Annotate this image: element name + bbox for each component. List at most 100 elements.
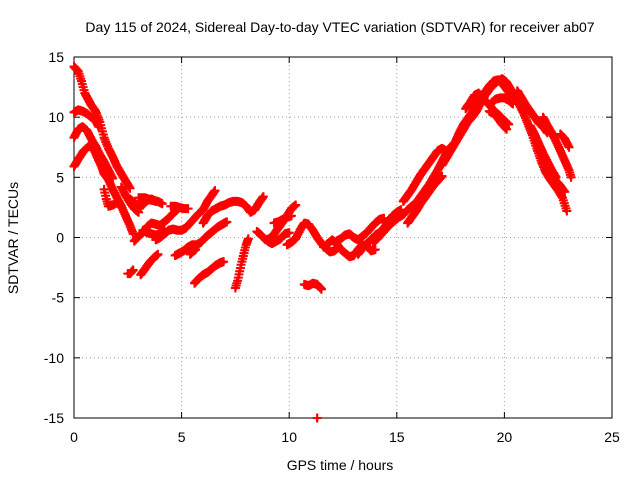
data-point [199, 219, 207, 227]
data-point [135, 194, 143, 202]
series-arc-14 [136, 249, 163, 280]
data-point [212, 261, 220, 269]
data-point [175, 249, 183, 257]
data-point [498, 120, 506, 128]
data-point [81, 89, 89, 97]
axis-ticks [73, 56, 613, 419]
data-point [147, 219, 155, 227]
data-point [367, 247, 375, 255]
data-point [117, 170, 125, 178]
data-point [100, 185, 108, 193]
data-point [526, 107, 534, 115]
data-point [203, 268, 211, 276]
data-point [317, 285, 325, 293]
data-point [150, 254, 158, 262]
data-point [231, 284, 239, 292]
data-point [281, 230, 289, 238]
data-point [100, 134, 108, 142]
data-point [238, 199, 246, 207]
data-point [141, 265, 149, 273]
data-point [203, 212, 211, 220]
series-arc-31 [398, 144, 451, 206]
data-point [126, 195, 134, 203]
data-point [257, 231, 265, 239]
data-point [234, 277, 242, 285]
data-point [451, 140, 459, 148]
y-tick-label: 5 [56, 169, 64, 185]
data-point [509, 100, 517, 108]
data-point [165, 214, 173, 222]
data-point [518, 94, 526, 102]
data-point [139, 226, 147, 234]
data-point [272, 237, 280, 245]
y-axis-label: SDTVAR / TECUs [5, 182, 21, 294]
data-point [74, 106, 82, 114]
data-point [425, 159, 433, 167]
data-point [94, 154, 102, 162]
data-point [531, 113, 539, 121]
data-point [543, 163, 551, 171]
data-point [264, 237, 272, 245]
data-point [399, 211, 407, 219]
data-point [287, 212, 295, 220]
data-point [193, 241, 201, 249]
series-arc-26 [312, 413, 322, 423]
data-point [129, 266, 137, 274]
data-point [429, 182, 437, 190]
data-point [391, 217, 399, 225]
data-point [498, 75, 506, 83]
data-point [208, 191, 216, 199]
data-point [358, 232, 366, 240]
data-point [429, 153, 437, 161]
data-point [223, 218, 231, 226]
y-tick-label: -10 [44, 350, 64, 366]
data-point [320, 243, 328, 251]
data-point [79, 107, 87, 115]
data-point [378, 230, 386, 238]
data-point [305, 220, 313, 228]
x-axis-label: GPS time / hours [287, 457, 394, 473]
data-point [251, 206, 259, 214]
data-point [485, 85, 493, 93]
series-arc-17 [185, 245, 201, 259]
data-point [513, 87, 521, 95]
data-point [74, 67, 82, 75]
data-point [287, 238, 295, 246]
data-point [234, 197, 242, 205]
data-point [380, 214, 388, 222]
data-point [296, 226, 304, 234]
data-point [83, 110, 91, 118]
data-point [195, 274, 203, 282]
data-point [503, 125, 511, 133]
data-point [283, 213, 291, 221]
y-tick-label: 0 [56, 230, 64, 246]
data-point [556, 182, 564, 190]
data-point [135, 202, 143, 210]
data-point [438, 172, 446, 180]
data-point [104, 202, 112, 210]
data-point [87, 135, 95, 143]
series-arc-19 [198, 192, 268, 228]
data-point [141, 194, 149, 202]
x-tick-label: 0 [70, 429, 78, 445]
data-point [487, 99, 495, 107]
data-point [184, 243, 192, 251]
data-point [305, 282, 313, 290]
data-point [371, 219, 379, 227]
data-point [92, 117, 100, 125]
data-point [182, 224, 190, 232]
data-point [135, 232, 143, 240]
data-point [324, 240, 332, 248]
data-point [259, 193, 267, 201]
series-arc-1 [69, 62, 135, 193]
data-point [145, 259, 153, 267]
data-point [80, 147, 88, 155]
data-point [425, 188, 433, 196]
data-point [462, 105, 470, 113]
data-point [197, 238, 205, 246]
data-point [169, 225, 177, 233]
data-point [70, 63, 78, 71]
data-point [199, 271, 207, 279]
y-tick-label: 15 [48, 49, 64, 65]
data-point [104, 144, 112, 152]
